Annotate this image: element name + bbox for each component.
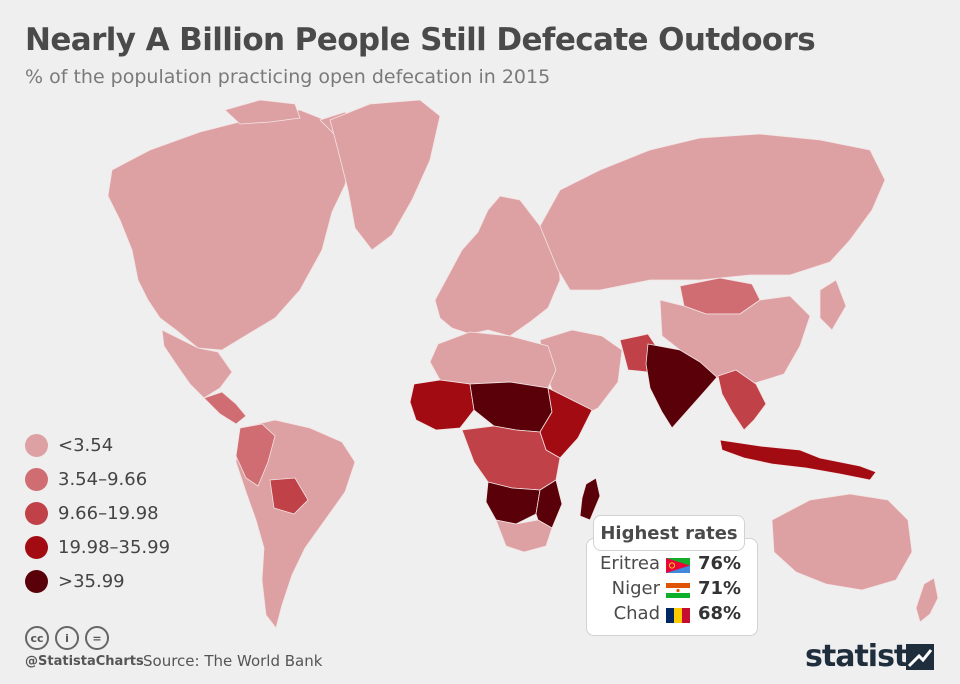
region-russia: [539, 133, 886, 291]
legend-item: >35.99: [25, 564, 170, 598]
legend-label: 19.98–35.99: [58, 536, 171, 558]
region-south-america: [235, 419, 356, 629]
region-australia: [771, 493, 913, 591]
eritrea-flag-icon: [666, 558, 690, 573]
map-legend: <3.54 3.54–9.66 9.66–19.98 19.98–35.99 >…: [25, 428, 170, 598]
legend-item: <3.54: [25, 428, 170, 462]
region-greenland: [329, 99, 441, 251]
region-japan: [819, 279, 847, 331]
region-indonesia: [719, 439, 877, 481]
license-icons: cc i =: [25, 626, 109, 650]
highest-rate-row: Chad 68%: [586, 603, 756, 627]
legend-item: 9.66–19.98: [25, 496, 170, 530]
legend-swatch: [25, 569, 48, 593]
highest-rates-title: Highest rates: [593, 515, 745, 551]
country-name: Eritrea: [600, 553, 660, 574]
region-europe: [434, 195, 561, 337]
legend-swatch: [25, 535, 48, 559]
legend-label: <3.54: [58, 434, 114, 456]
world-map: [107, 99, 939, 629]
country-name: Niger: [611, 578, 660, 599]
region-madagascar: [579, 477, 601, 521]
region-central-africa: [461, 425, 561, 491]
region-mexico: [161, 329, 233, 399]
country-name: Chad: [613, 603, 660, 624]
legend-swatch: [25, 501, 48, 525]
rate-value: 68%: [698, 603, 742, 624]
region-central-america: [203, 391, 247, 425]
legend-label: 9.66–19.98: [58, 502, 159, 524]
no-derivatives-icon[interactable]: =: [85, 626, 109, 650]
region-colombia-peru: [235, 423, 276, 487]
chart-subtitle: % of the population practicing open defe…: [25, 66, 551, 88]
legend-item: 19.98–35.99: [25, 530, 170, 564]
region-southern-africa: [495, 519, 553, 553]
legend-swatch: [25, 433, 48, 457]
region-sahel: [469, 381, 553, 433]
rate-value: 76%: [698, 553, 742, 574]
highest-rate-row: Eritrea 76%: [586, 553, 756, 577]
statista-logo-mark-icon: [906, 644, 934, 670]
legend-swatch: [25, 467, 48, 491]
cc-icon[interactable]: cc: [25, 626, 49, 650]
region-north-america: [107, 109, 353, 351]
legend-label: >35.99: [58, 570, 125, 592]
highest-rate-row: Niger 71%: [586, 578, 756, 602]
chad-flag-icon: [666, 608, 690, 623]
legend-item: 3.54–9.66: [25, 462, 170, 496]
region-west-africa: [409, 379, 475, 431]
chart-title: Nearly A Billion People Still Defecate O…: [25, 22, 816, 58]
region-north-africa: [429, 331, 557, 389]
attribution-icon[interactable]: i: [55, 626, 79, 650]
source-note: Source: The World Bank: [143, 652, 323, 670]
region-china: [659, 295, 811, 385]
region-angola-zambia: [485, 481, 541, 525]
region-new-zealand: [915, 577, 939, 623]
region-bolivia: [269, 477, 309, 515]
legend-label: 3.54–9.66: [58, 468, 148, 490]
region-southeast-asia: [717, 369, 767, 431]
rate-value: 71%: [698, 578, 742, 599]
social-handle[interactable]: @StatistaCharts: [25, 654, 144, 669]
niger-flag-icon: [666, 583, 690, 598]
